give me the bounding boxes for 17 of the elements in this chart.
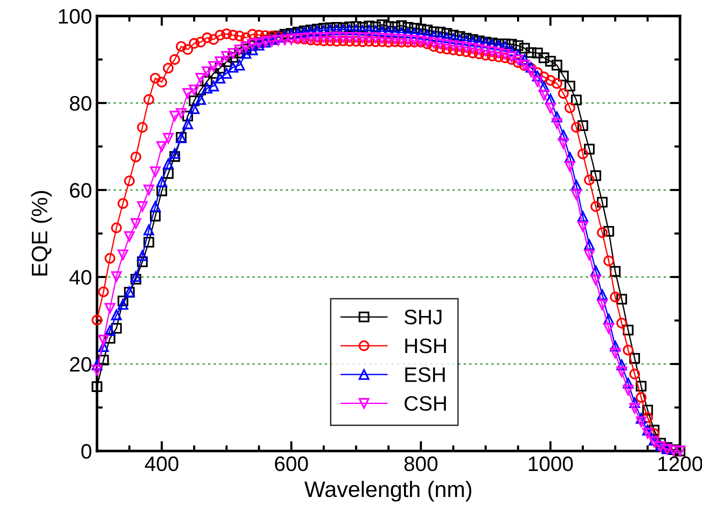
y-tick-label: 100	[58, 9, 92, 24]
legend-label: HSH	[405, 338, 446, 354]
x-tick-label: 1000	[528, 456, 573, 472]
x-axis-title: Wavelength (nm)	[304, 480, 472, 502]
legend-label: SHJ	[404, 310, 442, 324]
x-tick-label: 800	[404, 456, 438, 472]
y-tick-label: 0	[81, 444, 92, 459]
y-tick-label: 60	[70, 183, 92, 198]
x-tick-label: 400	[144, 456, 178, 472]
x-tick-label: 600	[275, 456, 308, 472]
legend-label: CSH	[404, 396, 446, 411]
x-tick-label: 1200	[658, 456, 702, 472]
legend-label: ESH	[405, 367, 445, 382]
y-tick-label: 20	[70, 357, 92, 372]
y-axis-title: EQE (%)	[31, 191, 52, 276]
y-tick-label: 80	[70, 96, 92, 111]
y-tick-label: 40	[69, 270, 92, 285]
